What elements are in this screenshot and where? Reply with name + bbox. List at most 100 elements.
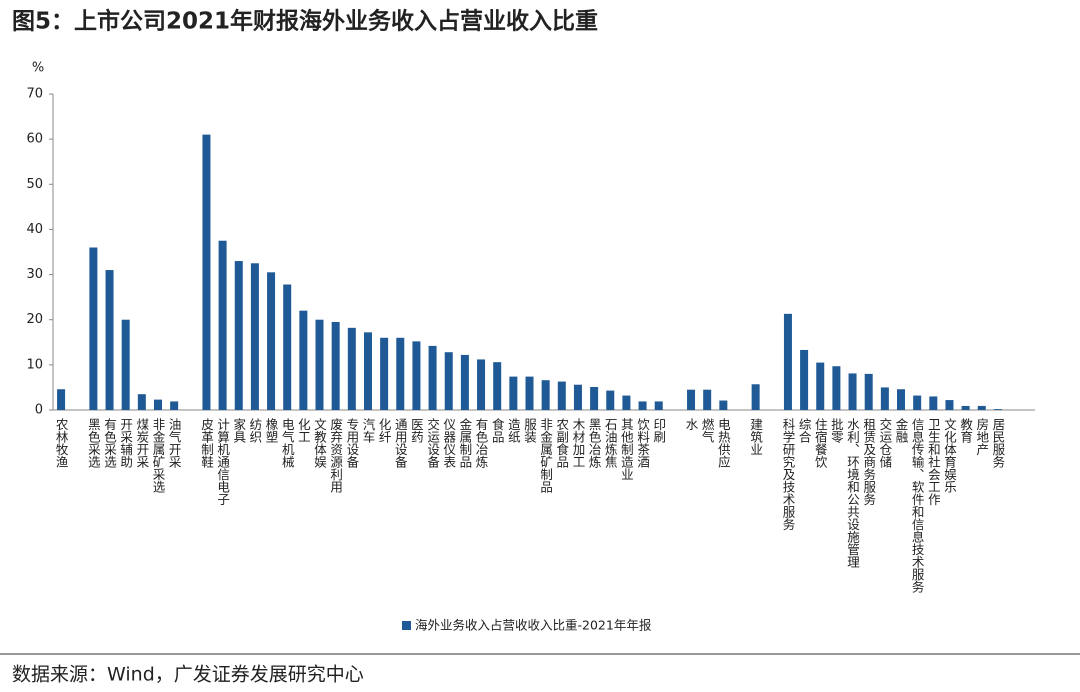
bar <box>573 384 582 410</box>
bar <box>719 400 728 410</box>
x-tick-label: 文化体育娱乐 <box>942 417 957 493</box>
y-tick-label: 20 <box>26 312 43 327</box>
bar <box>477 359 486 410</box>
bar <box>816 362 825 410</box>
bar <box>897 389 906 410</box>
bar <box>331 321 340 410</box>
x-tick-label: 石油炼焦 <box>603 418 618 469</box>
bar <box>703 389 712 410</box>
bar <box>606 390 615 410</box>
source: 数据来源：Wind，广发证券发展研究中心 <box>12 664 364 686</box>
bar <box>961 405 970 410</box>
bar <box>299 310 308 410</box>
bar <box>153 399 162 410</box>
x-tick-label: 汽车 <box>360 417 375 444</box>
bar <box>428 345 437 410</box>
x-tick-label: 煤炭开采 <box>134 418 149 468</box>
x-tick-label: 通用设备 <box>393 418 408 469</box>
x-tick-label: 食品 <box>490 417 505 443</box>
bar <box>848 373 857 410</box>
x-tick-label: 居民服务 <box>990 418 1005 468</box>
x-tick-label: 木材加工 <box>570 418 585 468</box>
x-tick-label: 纺织 <box>247 418 262 443</box>
x-tick-label: 医药 <box>409 418 424 443</box>
bar <box>460 354 469 410</box>
bar <box>137 394 146 410</box>
x-tick-label: 饮料茶酒 <box>635 418 650 468</box>
bar <box>832 366 841 410</box>
x-tick-label: 废弃资源利用 <box>328 417 343 494</box>
bar <box>363 332 372 410</box>
bar <box>89 247 98 410</box>
legend-swatch <box>402 621 411 630</box>
y-tick-label: 0 <box>35 403 43 418</box>
bar <box>315 319 324 410</box>
x-tick-label: 金属制品 <box>457 417 472 468</box>
y-tick-label: 60 <box>26 132 43 147</box>
x-tick-label: 有色采选 <box>102 418 117 469</box>
x-tick-label: 卫生和社会工作 <box>926 418 941 506</box>
x-tick-label: 信息传输、软件和信息技术服务 <box>910 418 925 593</box>
bar <box>267 272 276 410</box>
bar <box>622 395 631 410</box>
bar <box>654 401 663 410</box>
x-tick-label: 水 <box>684 418 699 431</box>
x-tick-label: 造纸 <box>506 418 521 444</box>
x-tick-label: 住宿餐饮 <box>813 418 828 469</box>
bar <box>283 284 292 410</box>
x-tick-label: 印刷 <box>651 418 666 443</box>
x-tick-label: 金融 <box>894 417 909 444</box>
bar <box>977 405 986 410</box>
x-tick-label: 交运设备 <box>425 417 440 469</box>
x-tick-label: 化纤 <box>377 418 392 443</box>
x-tick-label: 水利、环境和公共设施管理 <box>845 418 860 568</box>
x-tick-label: 非金属矿制品 <box>538 418 553 493</box>
x-tick-label: 黑色冶炼 <box>587 418 602 469</box>
bar <box>913 395 922 410</box>
y-tick-label: 10 <box>26 357 43 372</box>
x-tick-label: 科学研究及技术服务 <box>780 418 795 531</box>
x-tick-label: 橡塑 <box>264 418 279 443</box>
bar <box>493 362 502 410</box>
x-tick-label: 农副食品 <box>554 418 569 468</box>
x-tick-label: 教育 <box>958 417 973 444</box>
bar <box>993 409 1002 410</box>
x-tick-label: 皮革制鞋 <box>199 418 214 469</box>
bar <box>945 400 954 410</box>
bar <box>880 387 889 410</box>
bar <box>105 270 114 410</box>
bar <box>444 352 453 410</box>
bar <box>590 386 599 410</box>
x-tick-label: 批零 <box>829 417 844 444</box>
x-tick-label: 有色冶炼 <box>474 418 489 469</box>
x-tick-label: 燃气 <box>700 417 715 443</box>
bar <box>234 261 243 410</box>
bar <box>800 349 809 410</box>
bar <box>202 134 211 410</box>
bar <box>412 341 421 410</box>
x-tick-label: 服装 <box>522 418 537 444</box>
bar <box>541 380 550 410</box>
bar <box>396 337 405 410</box>
x-tick-label: 建筑业 <box>748 418 763 456</box>
bar <box>218 240 227 410</box>
x-tick-label: 综合 <box>797 418 812 443</box>
bar <box>525 376 534 410</box>
x-tick-label: 农林牧渔 <box>54 418 69 468</box>
x-tick-label: 非金属矿采选 <box>150 418 165 494</box>
bar <box>687 389 696 410</box>
x-tick-label: 黑色采选 <box>86 418 101 469</box>
x-tick-label: 租赁及商务服务 <box>861 418 876 506</box>
bar <box>347 327 356 410</box>
x-tick-label: 文教体娱 <box>312 417 327 469</box>
legend-label: 海外业务收入占营收收入比重-2021年年报 <box>415 618 652 633</box>
x-tick-label: 专用设备 <box>344 417 359 469</box>
x-tick-label: 房地产 <box>974 417 989 456</box>
x-tick-label: 交运仓储 <box>877 417 892 468</box>
y-axis-label: % <box>32 61 44 76</box>
bar <box>57 389 66 410</box>
x-tick-label: 化工 <box>296 418 311 443</box>
x-tick-label: 开采辅助 <box>118 418 133 468</box>
y-tick-label: 50 <box>26 177 43 192</box>
